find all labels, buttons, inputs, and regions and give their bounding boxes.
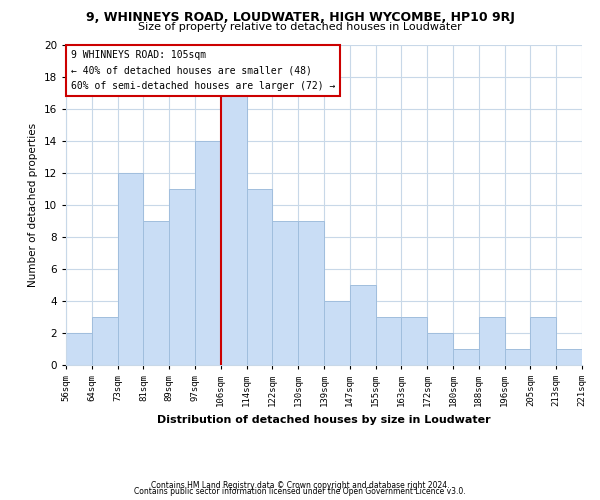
Bar: [324, 301, 350, 365]
Y-axis label: Number of detached properties: Number of detached properties: [28, 123, 38, 287]
Bar: [479, 317, 505, 365]
Text: Size of property relative to detached houses in Loudwater: Size of property relative to detached ho…: [138, 22, 462, 32]
Bar: [350, 285, 376, 365]
X-axis label: Distribution of detached houses by size in Loudwater: Distribution of detached houses by size …: [157, 414, 491, 424]
Bar: [221, 93, 247, 365]
Bar: [169, 189, 195, 365]
Text: Contains HM Land Registry data © Crown copyright and database right 2024.: Contains HM Land Registry data © Crown c…: [151, 480, 449, 490]
Bar: [272, 221, 298, 365]
Bar: [530, 317, 556, 365]
Bar: [118, 173, 143, 365]
Text: 9 WHINNEYS ROAD: 105sqm
← 40% of detached houses are smaller (48)
60% of semi-de: 9 WHINNEYS ROAD: 105sqm ← 40% of detache…: [71, 50, 335, 91]
Bar: [195, 141, 221, 365]
Text: 9, WHINNEYS ROAD, LOUDWATER, HIGH WYCOMBE, HP10 9RJ: 9, WHINNEYS ROAD, LOUDWATER, HIGH WYCOMB…: [86, 12, 514, 24]
Bar: [556, 349, 582, 365]
Bar: [427, 333, 453, 365]
Text: Contains public sector information licensed under the Open Government Licence v3: Contains public sector information licen…: [134, 487, 466, 496]
Bar: [453, 349, 479, 365]
Bar: [66, 333, 92, 365]
Bar: [143, 221, 169, 365]
Bar: [505, 349, 530, 365]
Bar: [92, 317, 118, 365]
Bar: [401, 317, 427, 365]
Bar: [376, 317, 401, 365]
Bar: [247, 189, 272, 365]
Bar: [298, 221, 324, 365]
